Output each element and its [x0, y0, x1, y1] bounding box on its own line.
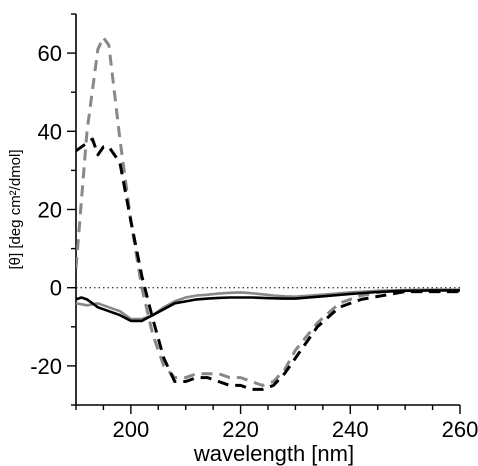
- y-tick-label: 0: [50, 276, 62, 301]
- labels-layer: wavelength [nm] [θ] [deg cm²/dmol] 200 22…: [7, 41, 478, 466]
- y-tick-label: 40: [38, 119, 62, 144]
- x-tick-label: 200: [112, 417, 149, 442]
- series-line-1: [76, 36, 460, 387]
- x-tick-label: 240: [332, 417, 369, 442]
- x-axis-title: wavelength [nm]: [193, 441, 354, 466]
- series-line-4: [76, 289, 460, 323]
- y-axis-title: [θ] [deg cm²/dmol]: [7, 149, 24, 269]
- x-tick-label: 220: [222, 417, 259, 442]
- y-tick-label: 60: [38, 41, 62, 66]
- series-layer: [76, 36, 460, 391]
- x-tick-label: 260: [442, 417, 478, 442]
- series-line-3: [76, 288, 460, 321]
- series-line-2: [76, 137, 460, 391]
- axes: [67, 13, 461, 414]
- y-tick-label: -20: [30, 354, 62, 379]
- y-tick-label: 20: [38, 198, 62, 223]
